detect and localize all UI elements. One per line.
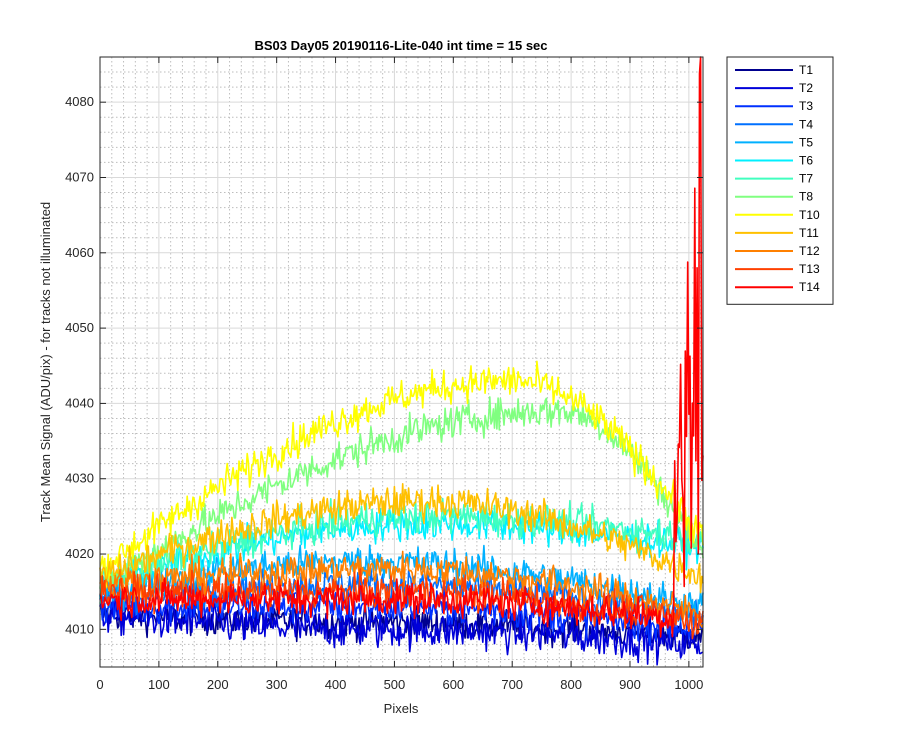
series-line-t2 xyxy=(99,594,704,666)
series-layer xyxy=(99,56,704,666)
series-line-t12 xyxy=(99,550,704,628)
x-tick-label: 400 xyxy=(325,677,347,692)
x-tick-label: 900 xyxy=(619,677,641,692)
y-axis-label: Track Mean Signal (ADU/pix) - for tracks… xyxy=(38,202,53,522)
y-tick-label: 4070 xyxy=(65,169,94,184)
tick-layer: 4010 4020 4030 4040 4050 4060 4070 4080 0 100 200 3… xyxy=(65,57,703,692)
y-tick-label: 4050 xyxy=(65,320,94,335)
plot-frame xyxy=(99,56,704,668)
legend-label: T2 xyxy=(799,81,813,95)
series-line-t14 xyxy=(99,56,704,638)
x-tick-label: 500 xyxy=(384,677,406,692)
legend-label: T4 xyxy=(799,117,813,131)
legend-label: T10 xyxy=(799,208,820,222)
legend-label: T6 xyxy=(799,154,813,168)
y-tick-label: 4060 xyxy=(65,245,94,260)
y-tick-label: 4030 xyxy=(65,471,94,486)
series-line-t8 xyxy=(99,396,704,591)
y-tick-label: 4020 xyxy=(65,546,94,561)
legend: T1 T2 T3 T4 T5 T6 T7 T8 T10 T11 T12 T13 T14 xyxy=(726,56,834,305)
legend-label: T1 xyxy=(799,63,813,77)
chart-title: BS03 Day05 20190116-Lite-040 int time = … xyxy=(254,38,547,53)
x-axis-label: Pixels xyxy=(384,701,419,716)
series-line-t10 xyxy=(99,360,704,589)
x-tick-label: 200 xyxy=(207,677,229,692)
x-tick-label: 300 xyxy=(266,677,288,692)
x-tick-label: 0 xyxy=(96,677,103,692)
legend-label: T11 xyxy=(799,226,819,240)
legend-label: T13 xyxy=(799,262,820,276)
x-tick-label: 100 xyxy=(148,677,170,692)
x-tick-label: 1000 xyxy=(674,677,703,692)
y-tick-label: 4040 xyxy=(65,395,94,410)
legend-label: T7 xyxy=(799,172,813,186)
x-tick-label: 800 xyxy=(560,677,582,692)
legend-label: T5 xyxy=(799,135,813,149)
x-tick-label: 600 xyxy=(442,677,464,692)
series-line-t11 xyxy=(99,483,704,594)
legend-label: T12 xyxy=(799,244,820,258)
legend-box xyxy=(726,56,834,305)
y-tick-label: 4010 xyxy=(65,621,94,636)
x-tick-label: 700 xyxy=(501,677,523,692)
legend-label: T3 xyxy=(799,99,813,113)
y-tick-label: 4080 xyxy=(65,94,94,109)
legend-label: T8 xyxy=(799,190,813,204)
legend-label: T14 xyxy=(799,280,820,294)
